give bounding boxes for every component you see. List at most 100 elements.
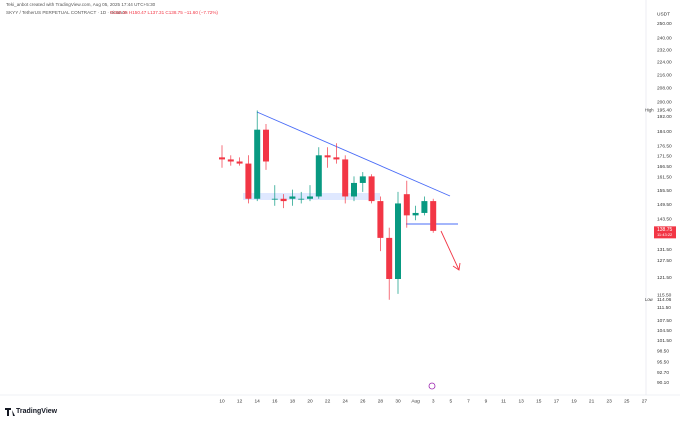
y-tick-label: 184.00	[657, 129, 672, 135]
y-tick-label: 166.50	[657, 164, 672, 170]
x-tick-label: Aug	[411, 398, 420, 404]
candle-body	[219, 157, 225, 160]
candle-body	[298, 198, 305, 200]
x-tick-label: 30	[395, 398, 401, 404]
x-tick-label: 20	[307, 398, 313, 404]
y-tick-label: 176.50	[657, 143, 672, 149]
candle-body	[245, 163, 252, 199]
candle	[359, 172, 366, 192]
x-tick-label: 22	[325, 398, 331, 404]
x-tick-label: 15	[536, 398, 542, 404]
currency-label: USDT	[657, 11, 670, 17]
x-tick-label: 12	[237, 398, 243, 404]
arrow	[440, 230, 461, 271]
candle	[245, 155, 252, 204]
candle	[403, 180, 410, 228]
candle-body	[263, 129, 269, 162]
y-tick-label: 127.50	[657, 258, 672, 264]
candle	[412, 205, 419, 221]
y-tick-label: 111.50	[657, 305, 671, 311]
y-tick-label: 192.00	[657, 114, 672, 120]
candle-body	[324, 155, 331, 158]
ohlc-values: O150.35 H150.47 L137.31 C138.75 −11.60 (…	[110, 10, 218, 15]
event-icon[interactable]	[428, 382, 436, 390]
candle-body	[333, 157, 340, 160]
candle-body	[280, 198, 287, 202]
y-tick-label: 250.00	[657, 21, 672, 27]
candle	[421, 196, 428, 216]
candle	[227, 155, 234, 166]
y-tick-label: 240.00	[657, 35, 672, 41]
arrow-head	[452, 262, 461, 271]
candle	[219, 145, 225, 168]
candle	[342, 155, 349, 204]
low-marker-name: Low	[645, 297, 654, 302]
y-tick-label: 232.00	[657, 47, 672, 53]
candle-body	[342, 159, 349, 197]
candle-body	[307, 196, 313, 199]
candle	[271, 185, 278, 206]
y-tick-label: 90.10	[657, 380, 669, 386]
x-tick-label: 10	[219, 398, 225, 404]
x-tick-label: 28	[378, 398, 384, 404]
candle	[289, 189, 296, 206]
y-tick-label: 92.70	[657, 370, 669, 376]
x-tick-label: 24	[343, 398, 349, 404]
y-tick-label: 155.50	[657, 188, 672, 194]
candle-body	[403, 194, 410, 216]
x-tick-label: 17	[554, 398, 560, 404]
candle	[377, 196, 384, 252]
candle-body	[421, 201, 428, 213]
y-tick-label: 200.00	[657, 100, 672, 106]
y-tick-label: 98.50	[657, 349, 669, 355]
y-tick-label: 224.00	[657, 60, 672, 66]
candle-body	[395, 203, 401, 279]
brand-name: TradingView	[16, 408, 58, 415]
high-marker-value: 195.40	[657, 108, 672, 114]
candle	[333, 143, 340, 164]
arrow-shaft	[440, 230, 460, 271]
candle-body	[386, 237, 393, 279]
candle	[307, 185, 313, 202]
candle	[351, 176, 357, 202]
y-tick-label: 95.50	[657, 359, 669, 365]
x-tick-label: 26	[360, 398, 366, 404]
y-tick-label: 149.50	[657, 202, 672, 208]
candle-body	[430, 201, 437, 231]
candle-body	[368, 176, 375, 202]
y-tick-label: 121.50	[657, 275, 672, 281]
last-price-label: 138.75	[657, 227, 673, 233]
y-tick-label: 115.50	[657, 293, 672, 299]
y-tick-label: 171.50	[657, 154, 672, 160]
attribution: Teki_anbot created with TradingView.com,…	[6, 2, 156, 7]
last-price-countdown: 11:43:22	[657, 232, 673, 237]
candle	[395, 191, 401, 294]
candle-body	[377, 201, 384, 238]
y-tick-label: 104.50	[657, 328, 672, 334]
candle-body	[271, 198, 278, 200]
candle-body	[227, 159, 234, 162]
candle-body	[315, 155, 322, 197]
x-tick-label: 9	[485, 398, 488, 404]
candle	[430, 198, 437, 233]
x-tick-label: 18	[290, 398, 296, 404]
y-tick-label: 107.50	[657, 318, 672, 324]
y-tick-label: 101.50	[657, 338, 672, 344]
brand-logo	[5, 408, 15, 416]
candle	[324, 147, 331, 168]
x-tick-label: 7	[467, 398, 470, 404]
x-tick-label: 21	[589, 398, 595, 404]
x-tick-label: 14	[255, 398, 261, 404]
y-tick-label: 208.00	[657, 86, 672, 92]
candle-body	[236, 161, 243, 164]
y-tick-label: 161.50	[657, 175, 672, 181]
high-marker-name: High	[645, 108, 654, 113]
candle-body	[254, 129, 261, 199]
brand: TradingView	[5, 408, 58, 416]
trendline	[256, 111, 451, 197]
candle	[254, 110, 261, 202]
candle-body	[351, 182, 357, 197]
candle	[280, 194, 287, 209]
